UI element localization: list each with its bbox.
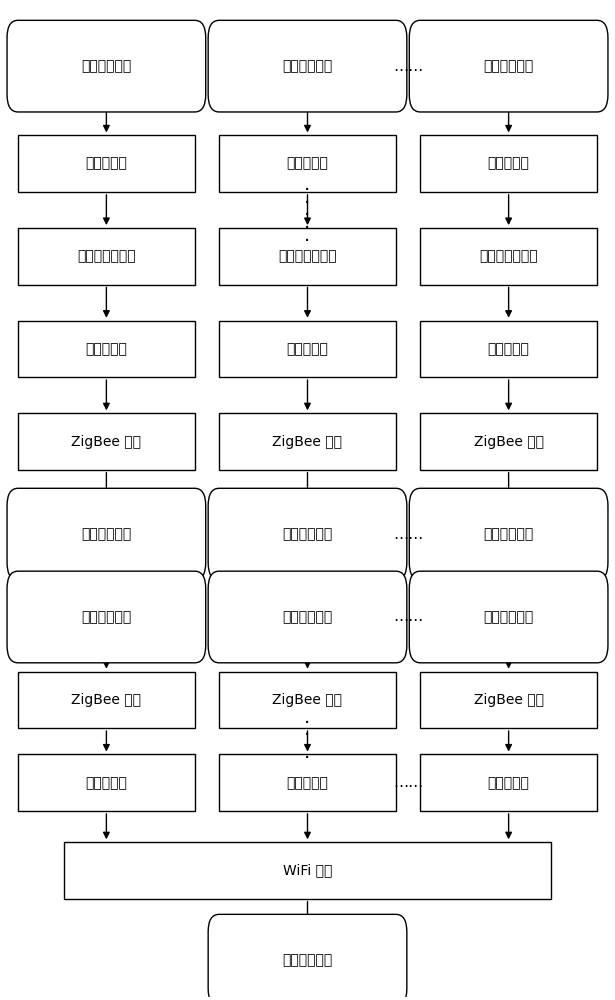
Text: 滤波器滤波: 滤波器滤波 (488, 157, 530, 171)
Text: 单片机系统: 单片机系统 (85, 342, 127, 356)
Text: 智能天线接收: 智能天线接收 (81, 610, 132, 624)
Text: 单片机系统: 单片机系统 (287, 776, 328, 790)
FancyBboxPatch shape (18, 754, 195, 811)
FancyBboxPatch shape (409, 20, 608, 112)
Text: 滤波器滤波: 滤波器滤波 (287, 157, 328, 171)
Text: 单片机系统: 单片机系统 (488, 776, 530, 790)
Text: ……: …… (393, 527, 423, 542)
Text: ·: · (304, 219, 311, 238)
Text: 单片机系统: 单片机系统 (488, 342, 530, 356)
Text: ZigBee 模块: ZigBee 模块 (71, 693, 141, 707)
Text: ·: · (304, 749, 311, 768)
Text: 单片机系统: 单片机系统 (85, 776, 127, 790)
FancyBboxPatch shape (208, 571, 407, 663)
Text: 直流小信号放大: 直流小信号放大 (278, 249, 337, 263)
Text: 智能天线发射: 智能天线发射 (282, 953, 333, 967)
FancyBboxPatch shape (219, 228, 396, 285)
FancyBboxPatch shape (18, 672, 195, 728)
FancyBboxPatch shape (420, 754, 597, 811)
FancyBboxPatch shape (420, 228, 597, 285)
FancyBboxPatch shape (219, 321, 396, 377)
Text: ……: …… (393, 775, 423, 790)
FancyBboxPatch shape (420, 413, 597, 470)
FancyBboxPatch shape (420, 672, 597, 728)
FancyBboxPatch shape (64, 842, 551, 899)
Text: 智能天线发射: 智能天线发射 (81, 527, 132, 541)
Text: ZigBee 模块: ZigBee 模块 (474, 693, 544, 707)
FancyBboxPatch shape (18, 413, 195, 470)
Text: ·: · (304, 232, 311, 251)
Text: ZigBee 模块: ZigBee 模块 (272, 435, 343, 449)
FancyBboxPatch shape (219, 754, 396, 811)
FancyBboxPatch shape (18, 228, 195, 285)
Text: 单片机系统: 单片机系统 (287, 342, 328, 356)
Text: 智能天线接收: 智能天线接收 (81, 59, 132, 73)
Text: WiFi 模块: WiFi 模块 (283, 863, 332, 877)
FancyBboxPatch shape (7, 571, 206, 663)
Text: ……: …… (393, 609, 423, 624)
Text: 智能天线接收: 智能天线接收 (282, 59, 333, 73)
FancyBboxPatch shape (208, 20, 407, 112)
FancyBboxPatch shape (208, 914, 407, 1000)
FancyBboxPatch shape (18, 321, 195, 377)
Text: ·: · (304, 206, 311, 225)
Text: ·: · (304, 181, 311, 200)
FancyBboxPatch shape (219, 413, 396, 470)
Text: 智能天线接收: 智能天线接收 (483, 59, 534, 73)
Text: 智能天线发射: 智能天线发射 (282, 527, 333, 541)
FancyBboxPatch shape (219, 135, 396, 192)
FancyBboxPatch shape (18, 135, 195, 192)
FancyBboxPatch shape (420, 321, 597, 377)
Text: ·: · (304, 714, 311, 733)
Text: 滤波器滤波: 滤波器滤波 (85, 157, 127, 171)
FancyBboxPatch shape (7, 488, 206, 580)
Text: 智能天线接收: 智能天线接收 (483, 610, 534, 624)
FancyBboxPatch shape (219, 672, 396, 728)
Text: 直流小信号放大: 直流小信号放大 (77, 249, 136, 263)
FancyBboxPatch shape (7, 20, 206, 112)
Text: ……: …… (393, 59, 423, 74)
Text: 直流小信号放大: 直流小信号放大 (479, 249, 538, 263)
FancyBboxPatch shape (409, 571, 608, 663)
Text: ZigBee 模块: ZigBee 模块 (474, 435, 544, 449)
Text: 智能天线发射: 智能天线发射 (483, 527, 534, 541)
Text: 智能天线接收: 智能天线接收 (282, 610, 333, 624)
Text: ·: · (304, 194, 311, 213)
Text: ·: · (304, 726, 311, 745)
FancyBboxPatch shape (409, 488, 608, 580)
Text: ·: · (304, 738, 311, 757)
FancyBboxPatch shape (208, 488, 407, 580)
Text: ZigBee 模块: ZigBee 模块 (71, 435, 141, 449)
FancyBboxPatch shape (420, 135, 597, 192)
Text: ZigBee 模块: ZigBee 模块 (272, 693, 343, 707)
